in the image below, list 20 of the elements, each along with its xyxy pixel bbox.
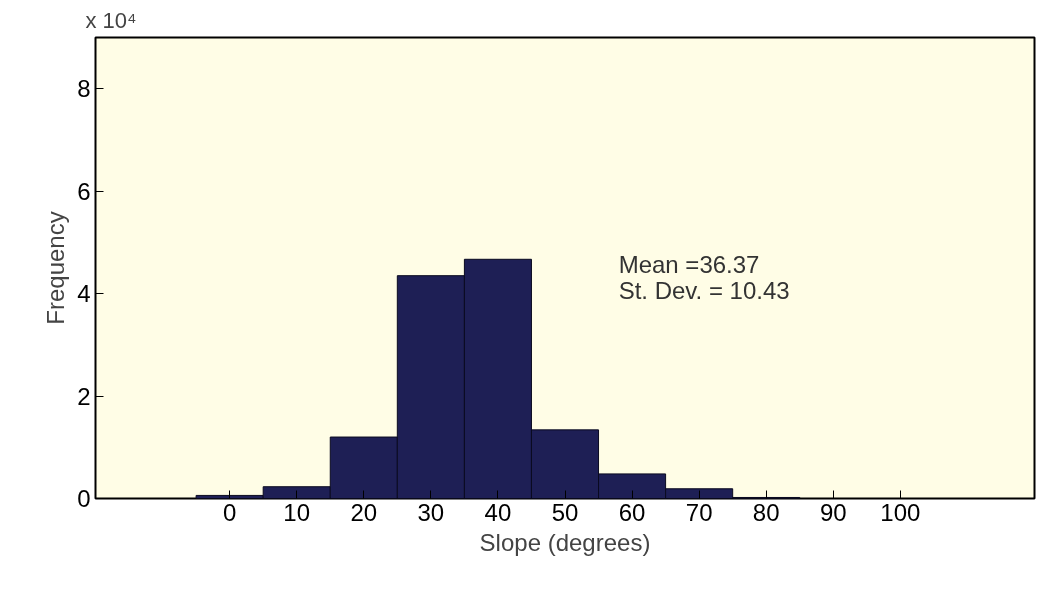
x-tick-label: 60 (618, 498, 646, 526)
x-tick-label: 50 (551, 498, 579, 526)
annotation: St. Dev. = 10.43 (618, 276, 790, 304)
x-axis-title: Slope (degrees) (479, 528, 651, 556)
x-tick-label: 70 (685, 498, 713, 526)
x-tick-label: 20 (350, 498, 378, 526)
y-tick-label: 6 (77, 177, 91, 205)
y-axis-title: Frequency (42, 211, 70, 325)
x-tick-label: 0 (222, 498, 237, 526)
x-tick-label: 90 (819, 498, 847, 526)
x-tick-label: 40 (484, 498, 512, 526)
y-tick-label: 2 (77, 382, 91, 410)
annotation: Mean =36.37 (618, 251, 760, 279)
y-tick-label: 8 (77, 75, 91, 103)
x-tick-label: 10 (283, 498, 311, 526)
y-tick-label: 4 (77, 280, 91, 308)
x-tick-label: 80 (752, 498, 780, 526)
x-tick-label: 100 (880, 498, 921, 526)
text: x 10⁴ (85, 7, 137, 33)
x-tick-label: 30 (417, 498, 445, 526)
